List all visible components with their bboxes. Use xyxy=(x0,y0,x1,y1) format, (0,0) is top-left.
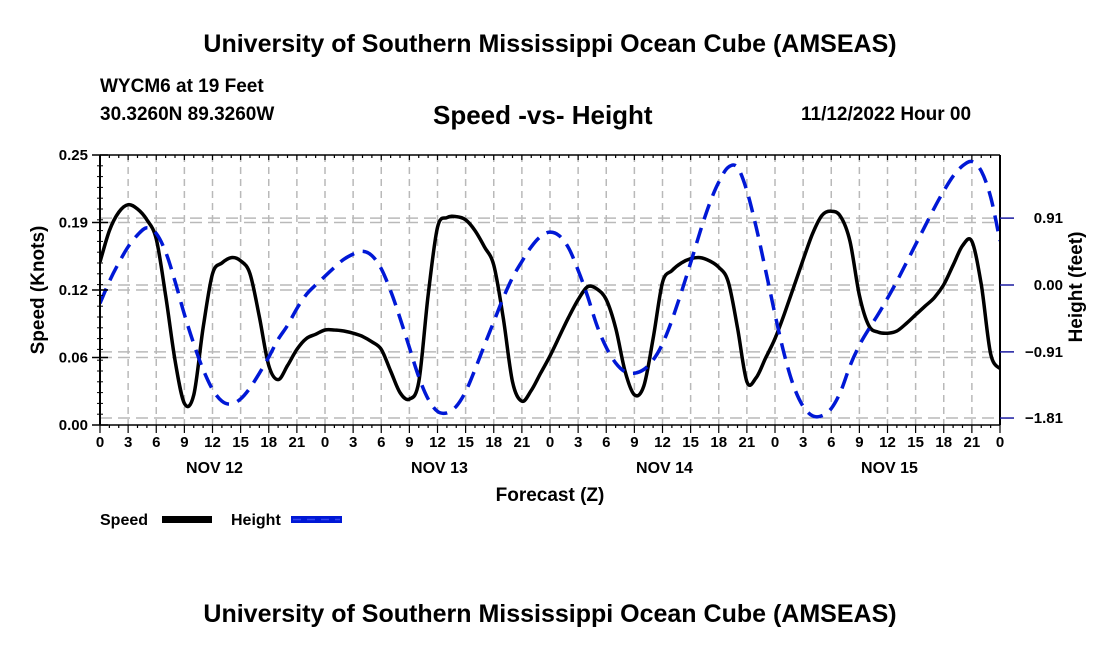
x-tick-label: 12 xyxy=(879,434,896,451)
speed-tick-label: 0.25 xyxy=(59,147,88,164)
x-tick-label: 15 xyxy=(232,434,249,451)
speed-tick-label: 0.12 xyxy=(59,282,88,299)
speed-tick-label: 0.06 xyxy=(59,350,88,367)
height-tick-label: 0.00 xyxy=(1034,277,1063,294)
speed-tick-label: 0.19 xyxy=(59,215,88,232)
day-label: NOV 15 xyxy=(861,460,918,477)
series-line-height xyxy=(100,159,1000,419)
axes xyxy=(92,154,1014,433)
x-tick-label: 9 xyxy=(630,434,638,451)
x-tick-label: 18 xyxy=(935,434,952,451)
x-tick-label: 6 xyxy=(827,434,835,451)
legend-swatch-height xyxy=(291,516,342,523)
x-tick-label: 21 xyxy=(514,434,531,451)
x-tick-label: 12 xyxy=(204,434,221,451)
legend-label-speed: Speed xyxy=(100,512,148,529)
x-tick-label: 12 xyxy=(654,434,671,451)
x-tick-label: 15 xyxy=(457,434,474,451)
x-tick-label: 3 xyxy=(799,434,807,451)
x-tick-label: 0 xyxy=(546,434,554,451)
x-tick-label: 0 xyxy=(321,434,329,451)
height-tick-label: 0.91 xyxy=(1034,210,1063,227)
y-axis-title: Speed (Knots) xyxy=(28,226,49,355)
speed-tick-label: 0.00 xyxy=(59,417,88,434)
forecast-datetime: 11/12/2022 Hour 00 xyxy=(801,104,972,125)
x-tick-label: 12 xyxy=(429,434,446,451)
x-tick-label: 3 xyxy=(124,434,132,451)
footer-title: University of Southern Mississippi Ocean… xyxy=(203,600,897,628)
x-tick-label: 18 xyxy=(260,434,277,451)
x-tick-label: 6 xyxy=(152,434,160,451)
series-group xyxy=(100,159,1000,419)
legend: Speed Height xyxy=(100,512,342,529)
day-label: NOV 12 xyxy=(186,460,243,477)
x-tick-label: 6 xyxy=(377,434,385,451)
x-tick-label: 0 xyxy=(96,434,104,451)
x-tick-label: 9 xyxy=(855,434,863,451)
coordinates-label: 30.3260N 89.3260W xyxy=(100,104,275,125)
x-tick-label: 9 xyxy=(180,434,188,451)
x-tick-label: 18 xyxy=(710,434,727,451)
chart-subtitle: Speed -vs- Height xyxy=(433,100,653,130)
x-tick-label: 0 xyxy=(771,434,779,451)
series-line-speed xyxy=(100,202,1000,409)
station-label: WYCM6 at 19 Feet xyxy=(100,76,264,97)
x-tick-label: 21 xyxy=(289,434,306,451)
x-tick-label: 15 xyxy=(907,434,924,451)
x-tick-label: 6 xyxy=(602,434,610,451)
x-tick-label: 3 xyxy=(349,434,357,451)
legend-swatch-speed xyxy=(162,516,212,523)
x-tick-label: 0 xyxy=(996,434,1004,451)
x-axis-title: Forecast (Z) xyxy=(496,485,605,506)
axis-labels: 0.00 0.06 0.12 0.19 0.25 −1.81 −0.91 0.00 0.91 0 3… xyxy=(28,147,1087,506)
x-tick-label: 21 xyxy=(739,434,756,451)
height-tick-label: −0.91 xyxy=(1025,344,1063,361)
day-label: NOV 13 xyxy=(411,460,468,477)
main-title: University of Southern Mississippi Ocean… xyxy=(203,30,897,58)
legend-label-height: Height xyxy=(231,512,281,529)
x-tick-label: 18 xyxy=(485,434,502,451)
x-tick-label: 21 xyxy=(964,434,981,451)
y2-axis-title: Height (feet) xyxy=(1066,232,1087,343)
x-tick-label: 3 xyxy=(574,434,582,451)
height-tick-label: −1.81 xyxy=(1025,410,1063,427)
day-label: NOV 14 xyxy=(636,460,693,477)
x-tick-label: 15 xyxy=(682,434,699,451)
x-tick-label: 9 xyxy=(405,434,413,451)
grid-lines xyxy=(100,155,1000,425)
